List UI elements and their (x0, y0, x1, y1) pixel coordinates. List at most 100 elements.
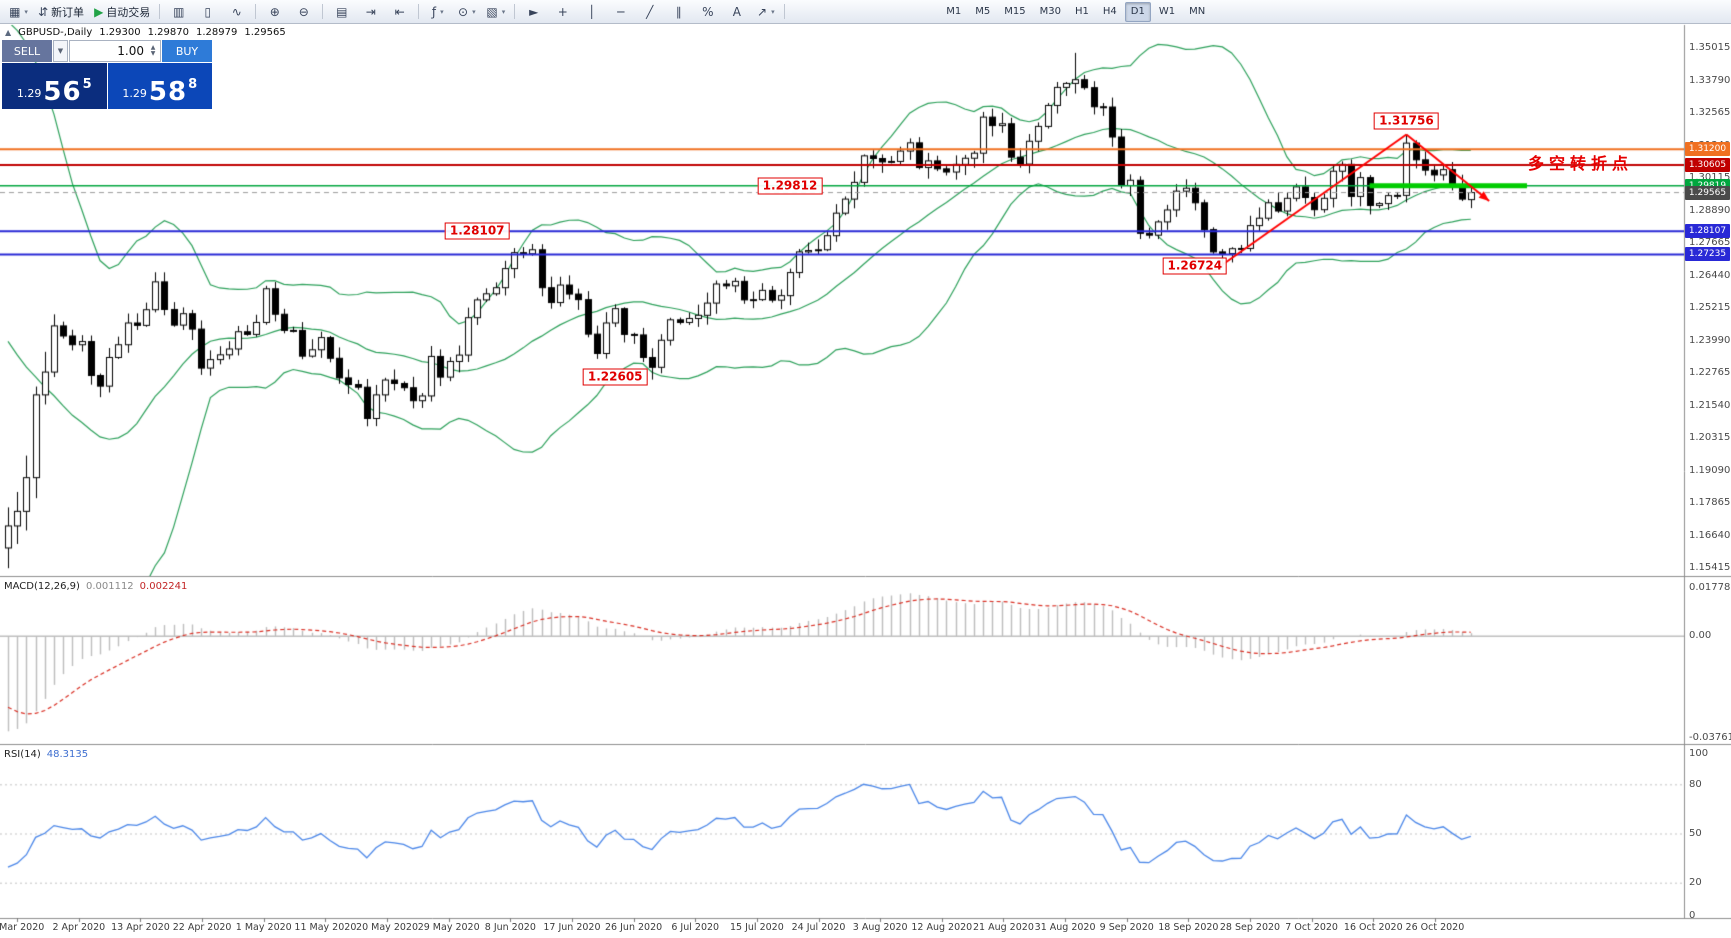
price-annotation[interactable]: 1.31756 (1374, 112, 1439, 130)
date-axis-label: 7 Oct 2020 (1285, 922, 1338, 933)
periods-button[interactable]: ⊙ ▾ (453, 1, 480, 22)
fibonacci-button[interactable]: % (694, 1, 721, 22)
buy-price-button[interactable]: 1.29 58 8 (107, 63, 212, 109)
horizontal-line-icon: ─ (617, 4, 625, 19)
price-annotation[interactable]: 1.22605 (582, 368, 648, 386)
timeframe-m15-button[interactable]: M15 (1004, 6, 1026, 17)
price-axis-label: 1.33790 (1689, 74, 1731, 86)
rsi-axis-label: 0 (1689, 910, 1696, 921)
auto-scroll-button[interactable]: ⇥ (357, 1, 384, 22)
bar-chart-icon: ▥ (173, 4, 185, 19)
one-click-trading-panel: SELL ▼ 1.00 ▲ ▼ BUY 1.29 56 5 1.29 58 8 (2, 40, 212, 109)
text-label-button[interactable]: A (723, 1, 750, 22)
sell-price-big: 56 (43, 77, 82, 107)
trendline-icon: ╱ (646, 4, 654, 19)
price-axis-label: 1.21540 (1689, 399, 1731, 411)
date-axis-label: 20 May 2020 (356, 922, 419, 933)
price-axis-label: 1.26440 (1689, 269, 1731, 281)
timeframe-m5-button[interactable]: M5 (975, 6, 991, 17)
toolbar-separator (418, 4, 420, 19)
date-axis-label: 4 Mar 2020 (0, 922, 45, 933)
timeframe-w1-button[interactable]: W1 (1158, 6, 1176, 17)
price-axis-label: 1.16640 (1689, 529, 1731, 541)
new-chart-button[interactable]: ▦ ▾ (5, 1, 32, 22)
timeframe-h4-button[interactable]: H4 (1102, 6, 1117, 17)
date-axis-label: 3 Aug 2020 (852, 922, 908, 933)
arrow-objects-dropdown-icon[interactable]: ▾ (771, 7, 775, 16)
new-order-icon: ⇵ (38, 4, 49, 19)
symbol-name: GBPUSD-,Daily (18, 27, 93, 38)
volume-spinner[interactable]: ▲ ▼ (150, 44, 156, 57)
vertical-line-button[interactable]: │ (578, 1, 605, 22)
volume-input[interactable]: 1.00 ▲ ▼ (69, 40, 161, 62)
crosshair-button[interactable]: + (549, 1, 576, 22)
auto-scroll-icon: ⇥ (365, 4, 376, 19)
date-axis-label: 29 May 2020 (417, 922, 480, 933)
rsi-axis-label: 100 (1689, 748, 1709, 759)
price-axis-tag: 1.30605 (1685, 158, 1730, 172)
autotrading-button[interactable]: ▶ 自动交易 (90, 1, 154, 22)
rsi-value: 48.3135 (46, 749, 89, 760)
price-axis-label: 1.15415 (1689, 562, 1731, 573)
timeframe-m30-button[interactable]: M30 (1039, 6, 1062, 17)
macd-main-value: 0.001112 (85, 581, 134, 592)
buy-button[interactable]: BUY (162, 40, 212, 62)
price-axis-label: 1.22765 (1689, 367, 1731, 378)
templates-dropdown-icon[interactable]: ▾ (501, 7, 506, 16)
zoom-out-icon: ⊖ (298, 4, 309, 19)
templates-button[interactable]: ▧ ▾ (482, 1, 509, 22)
toolbar-separator (784, 4, 786, 19)
new-order-button[interactable]: ⇵ 新订单 (34, 1, 88, 22)
price-axis-tag: 1.27235 (1685, 247, 1730, 262)
price-annotation[interactable]: 1.28107 (444, 222, 510, 240)
price-axis-label: 1.19090 (1689, 464, 1731, 476)
indicators-button[interactable]: ƒ ▾ (424, 1, 451, 22)
volume-value: 1.00 (117, 44, 144, 58)
timeframe-m1-button[interactable]: M1 (946, 6, 962, 17)
zoom-out-button[interactable]: ⊖ (290, 1, 317, 22)
price-axis-label: 1.28890 (1689, 204, 1731, 216)
price-annotation[interactable]: 1.26724 (1162, 257, 1228, 275)
buy-price-big: 58 (148, 77, 188, 107)
date-axis-label: 15 Jul 2020 (729, 922, 784, 933)
zoom-in-button[interactable]: ⊕ (261, 1, 288, 22)
date-axis-label: 11 May 2020 (294, 922, 357, 933)
new-chart-dropdown-icon[interactable]: ▾ (24, 7, 28, 16)
one-click-toggle-icon[interactable]: ▲ (5, 28, 12, 37)
toolbar-separator (159, 4, 161, 19)
sell-button[interactable]: SELL (2, 40, 52, 62)
timeframe-h1-button[interactable]: H1 (1075, 6, 1089, 17)
date-axis-label: 17 Jun 2020 (543, 922, 601, 933)
bar-chart-button[interactable]: ▥ (165, 1, 192, 22)
timeframe-d1-button[interactable]: D1 (1124, 1, 1151, 22)
timeframe-mn-button[interactable]: MN (1189, 6, 1206, 17)
open-value: 1.29300 (99, 27, 141, 38)
macd-axis-label: 0.017788 (1689, 582, 1731, 593)
cursor-icon: ► (529, 4, 539, 19)
candlestick-chart-button[interactable]: ▯ (194, 1, 221, 22)
channel-button[interactable]: ∥ (665, 1, 692, 22)
order-type-dropdown[interactable]: ▼ (53, 40, 68, 62)
timeframe-toolbar: M1 M5 M15 M30 H1 H4 D1 W1 MN (939, 1, 1212, 22)
price-annotation[interactable]: 1.29812 (757, 177, 823, 195)
chart-shift-button[interactable]: ⇤ (386, 1, 413, 22)
trendline-button[interactable]: ╱ (636, 1, 663, 22)
bull-bear-turning-point-note[interactable]: 多空转折点 (1528, 154, 1634, 173)
line-chart-button[interactable]: ∿ (223, 1, 250, 22)
chart-shift-icon: ⇤ (394, 4, 405, 19)
horizontal-line-button[interactable]: ─ (607, 1, 634, 22)
periods-dropdown-icon[interactable]: ▾ (472, 7, 476, 16)
date-axis-label: 21 Aug 2020 (973, 922, 1034, 933)
main-toolbar: ▦ ▾ ⇵ 新订单 ▶ 自动交易 ▥ ▯ ∿ ⊕ ⊖ ▤ ⇥ ⇤ ƒ ▾ ⊙ ▾ ▧ ▾ ► + │ ─ ╱ ∥% A ↗ ▾ M1 M5 M… (0, 0, 1731, 24)
cursor-button[interactable]: ► (520, 1, 547, 22)
tile-windows-button[interactable]: ▤ (328, 1, 355, 22)
arrow-objects-button[interactable]: ↗ ▾ (752, 1, 779, 22)
indicators-icon: ƒ (431, 4, 437, 19)
sell-price-button[interactable]: 1.29 56 5 (2, 63, 107, 109)
high-value: 1.29870 (147, 27, 189, 38)
price-axis-label: 1.20315 (1689, 432, 1731, 443)
price-axis-label: 1.35015 (1689, 42, 1731, 53)
indicators-dropdown-icon[interactable]: ▾ (440, 7, 444, 16)
